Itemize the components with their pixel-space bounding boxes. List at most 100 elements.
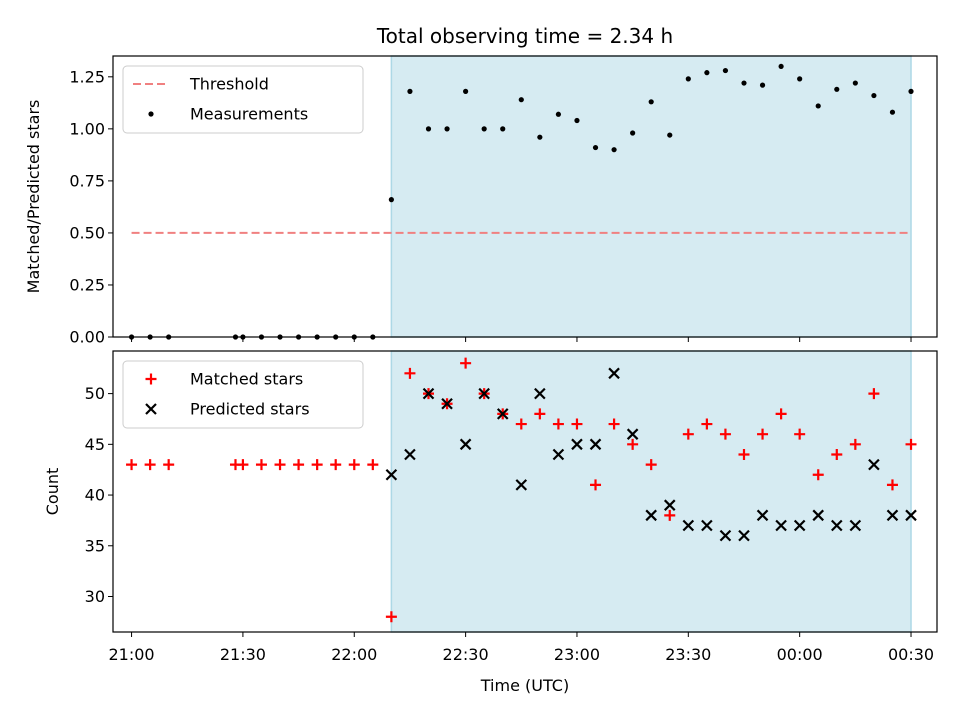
- matched-star-point: [534, 408, 546, 420]
- x-tick-label: 23:00: [554, 645, 600, 664]
- matched-star-point: [645, 459, 657, 471]
- matched-star-point: [274, 459, 286, 471]
- y-tick-label: 35: [85, 536, 105, 555]
- legend-measurement-marker: [148, 111, 154, 117]
- legend-matched-marker: [145, 373, 157, 385]
- matched-star-point: [348, 459, 360, 471]
- predicted-star-point: [793, 519, 806, 532]
- matched-star-point: [571, 418, 583, 430]
- predicted-star-point: [608, 367, 620, 380]
- matched-star-point: [794, 428, 806, 440]
- predicted-star-point: [663, 499, 676, 511]
- measurement-point: [667, 132, 673, 138]
- legend-label: Matched stars: [190, 370, 303, 389]
- predicted-star-point: [868, 458, 880, 471]
- x-tick-label: 21:00: [109, 645, 155, 664]
- predicted-star-point: [422, 387, 435, 400]
- y-tick-label: 40: [85, 486, 105, 505]
- matched-star-point: [367, 459, 379, 471]
- predicted-star-point: [701, 519, 713, 532]
- matched-star-point: [886, 479, 898, 491]
- y-tick-label: 0.50: [69, 223, 105, 242]
- matched-star-point: [163, 459, 175, 471]
- matched-star-point: [775, 408, 787, 420]
- y-tick-label: 0.75: [69, 171, 105, 190]
- matched-star-point: [812, 469, 824, 481]
- predicted-star-point: [534, 387, 546, 400]
- predicted-star-point: [404, 448, 416, 461]
- measurement-point: [685, 76, 691, 82]
- predicted-star-point: [738, 529, 750, 542]
- x-tick-label: 22:00: [331, 645, 377, 664]
- y-tick-label: 0.00: [69, 328, 105, 347]
- top-panel: 0.00 0.25 0.50 0.75 1.00 1.25 Total observing…: [24, 24, 938, 347]
- measurement-point: [611, 147, 617, 153]
- top-legend: Threshold Measurements: [122, 65, 364, 134]
- predicted-star-point: [441, 397, 453, 410]
- legend-box: [122, 360, 364, 429]
- matched-star-point: [255, 459, 267, 471]
- chart-title: Total observing time = 2.34 h: [376, 24, 673, 48]
- measurement-point: [407, 88, 413, 94]
- measurement-point: [463, 88, 469, 94]
- matched-star-point: [590, 479, 602, 491]
- matched-star-point: [293, 459, 305, 471]
- predicted-star-point: [645, 509, 657, 522]
- legend-label: Measurements: [190, 105, 308, 124]
- predicted-star-point: [905, 509, 917, 522]
- predicted-star-point: [886, 509, 899, 522]
- measurement-point: [889, 109, 896, 115]
- y-tick-label: 50: [85, 384, 105, 403]
- measurement-point: [574, 117, 580, 124]
- predicted-star-point: [719, 529, 732, 542]
- predicted-star-point: [385, 468, 398, 481]
- bottom-plot-frame: [112, 350, 938, 633]
- predicted-star-point: [849, 519, 862, 532]
- matched-star-point: [608, 418, 620, 430]
- top-y-axis-label: Matched/Predicted stars: [24, 100, 43, 294]
- top-plot-frame: [112, 55, 938, 338]
- measurement-point: [741, 80, 747, 86]
- x-tick-label: 23:30: [665, 645, 711, 664]
- bottom-y-axis-label: Count: [43, 468, 62, 516]
- predicted-star-point: [775, 519, 787, 532]
- predicted-star-point: [571, 438, 583, 451]
- measurement-point: [555, 111, 562, 117]
- matched-star-point: [460, 357, 472, 369]
- predicted-star-point: [682, 519, 695, 532]
- measurement-point: [518, 97, 524, 103]
- y-tick-label: 1.00: [69, 119, 105, 138]
- measurement-point: [704, 70, 710, 76]
- matched-star-point: [905, 438, 917, 450]
- legend-label: Predicted stars: [190, 400, 310, 419]
- predicted-star-point: [459, 438, 472, 451]
- measurement-point: [500, 126, 506, 132]
- observing-span: [390, 55, 912, 338]
- matched-star-point: [144, 459, 156, 471]
- matched-star-point: [627, 438, 639, 450]
- matched-star-point: [849, 438, 861, 450]
- measurement-point: [871, 92, 877, 99]
- predicted-star-point: [496, 408, 509, 420]
- x-tick-label: 00:00: [777, 645, 823, 664]
- matched-star-point: [552, 418, 564, 430]
- y-tick-label: 45: [85, 435, 105, 454]
- measurement-point: [908, 88, 914, 94]
- measurement-point: [425, 126, 432, 132]
- measurement-point: [778, 63, 784, 70]
- x-tick-label: 00:30: [888, 645, 934, 664]
- measurement-point: [537, 134, 543, 140]
- matched-star-point: [831, 448, 843, 460]
- predicted-star-point: [515, 479, 528, 491]
- matched-star-point: [311, 459, 323, 471]
- matched-star-point: [515, 418, 527, 430]
- measurement-point: [852, 80, 858, 86]
- measurement-point: [592, 144, 599, 151]
- measurement-point: [444, 126, 450, 132]
- observing-span: [390, 350, 912, 633]
- matched-star-point: [757, 428, 769, 440]
- predicted-star-point: [626, 428, 639, 440]
- matched-star-point: [868, 388, 880, 400]
- y-tick-label: 1.25: [69, 67, 105, 86]
